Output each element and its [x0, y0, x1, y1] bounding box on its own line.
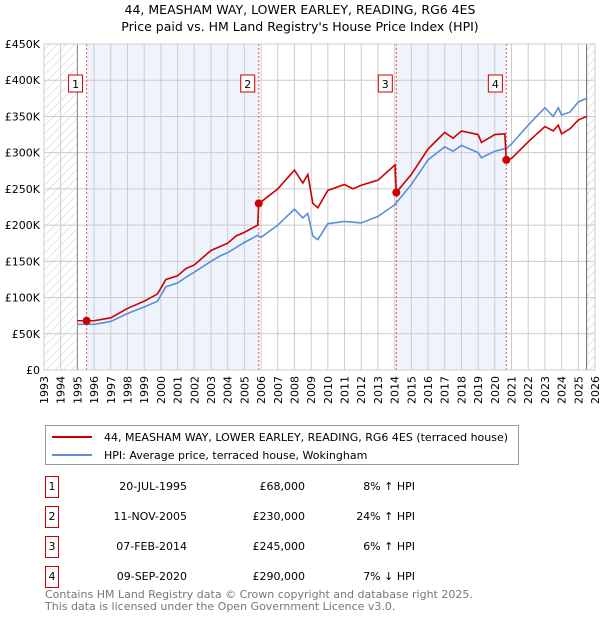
y-tick-label: £300K: [5, 147, 41, 160]
sale-label: 2: [244, 78, 251, 91]
x-tick-label: 1995: [71, 376, 84, 404]
transaction-row: 4 09-SEP-2020 £290,000 7% ↓ HPI: [45, 566, 465, 588]
y-tick-label: £0: [26, 364, 40, 377]
legend-swatch-hpi: [52, 454, 92, 456]
transaction-marker: 3: [45, 536, 59, 558]
x-tick-label: 2022: [522, 376, 535, 404]
x-tick-label: 1997: [105, 376, 118, 404]
transaction-marker: 2: [45, 506, 59, 528]
x-tick-label: 2008: [288, 376, 301, 404]
legend-swatch-property: [52, 436, 92, 438]
x-tick-label: 2013: [372, 376, 385, 404]
transaction-hpi-diff: 7% ↓ HPI: [363, 570, 415, 583]
legend-label-property: 44, MEASHAM WAY, LOWER EARLEY, READING, …: [104, 430, 509, 444]
x-tick-label: 2019: [472, 376, 485, 404]
legend-label-hpi: HPI: Average price, terraced house, Woki…: [104, 448, 368, 462]
sale-point: [254, 199, 263, 208]
y-tick-label: £50K: [12, 328, 41, 341]
x-tick-label: 2024: [556, 376, 569, 404]
x-tick-label: 2017: [439, 376, 452, 404]
y-tick-label: £350K: [5, 110, 41, 123]
legend-item-property: 44, MEASHAM WAY, LOWER EARLEY, READING, …: [52, 428, 508, 446]
price-chart: 1993 1994 1995 1996 1997 1998 1999 2000 2001 2002…: [5, 38, 600, 404]
x-tick-label: 1994: [55, 376, 68, 404]
legend-item-hpi: HPI: Average price, terraced house, Woki…: [52, 446, 508, 464]
transaction-price: £230,000: [252, 510, 306, 523]
x-tick-label: 2018: [455, 376, 468, 404]
x-tick-label: 1996: [88, 376, 101, 404]
x-tick-label: 2006: [255, 376, 268, 404]
x-tick-label: 2026: [589, 376, 600, 404]
sale-label: 3: [382, 78, 389, 91]
x-tick-label: 1999: [138, 376, 151, 404]
x-tick-label: 2001: [172, 376, 185, 404]
x-tick-label: 2011: [339, 376, 352, 404]
x-tick-label: 2021: [506, 376, 519, 404]
transaction-price: £68,000: [259, 480, 306, 493]
x-tick-label: 2016: [422, 376, 435, 404]
transaction-date: 07-FEB-2014: [116, 540, 187, 553]
x-tick-label: 2009: [305, 376, 318, 404]
sale-point: [502, 155, 511, 164]
x-tick-label: 2015: [405, 376, 418, 404]
x-tick-label: 2020: [489, 376, 502, 404]
transaction-hpi-diff: 8% ↑ HPI: [363, 480, 415, 493]
transaction-marker: 4: [45, 566, 59, 588]
transaction-price: £290,000: [252, 570, 306, 583]
transaction-row: 2 11-NOV-2005 £230,000 24% ↑ HPI: [45, 506, 465, 528]
sale-label: 4: [492, 78, 499, 91]
y-tick-label: £100K: [5, 292, 41, 305]
y-tick-label: £400K: [5, 74, 41, 87]
transaction-date: 11-NOV-2005: [113, 510, 187, 523]
x-tick-label: 2014: [389, 376, 402, 404]
x-tick-label: 2005: [238, 376, 251, 404]
ownership-shade: [396, 44, 507, 370]
sale-label-box: [377, 74, 393, 93]
no-data-hatch: [586, 44, 595, 370]
y-tick-label: £200K: [5, 219, 41, 232]
transaction-row: 3 07-FEB-2014 £245,000 6% ↑ HPI: [45, 536, 465, 558]
property-line: [77, 115, 587, 322]
transaction-price: £245,000: [252, 540, 306, 553]
legend: 44, MEASHAM WAY, LOWER EARLEY, READING, …: [45, 425, 520, 465]
transaction-marker: 1: [45, 476, 59, 498]
plot-border: [43, 43, 596, 371]
x-tick-label: 2003: [205, 376, 218, 404]
x-tick-label: 2025: [572, 376, 585, 404]
transaction-hpi-diff: 24% ↑ HPI: [356, 510, 415, 523]
footer-licence: This data is licensed under the Open Gov…: [45, 600, 396, 613]
footer: Contains HM Land Registry data © Crown c…: [45, 589, 473, 613]
sale-label-box: [240, 74, 256, 93]
footer-copyright: Contains HM Land Registry data © Crown c…: [45, 588, 473, 601]
hpi-line: [77, 97, 587, 326]
x-tick-label: 2000: [155, 376, 168, 404]
y-tick-label: £250K: [5, 183, 41, 196]
transaction-hpi-diff: 6% ↑ HPI: [363, 540, 415, 553]
x-tick-label: 2023: [539, 376, 552, 404]
x-tick-label: 1998: [121, 376, 134, 404]
y-tick-label: £450K: [5, 38, 41, 51]
x-tick-label: 2010: [322, 376, 335, 404]
sale-label-box: [487, 74, 503, 93]
transaction-date: 20-JUL-1995: [119, 480, 187, 493]
sale-point: [82, 316, 91, 325]
transaction-date: 09-SEP-2020: [116, 570, 187, 583]
chart-title: 44, MEASHAM WAY, LOWER EARLEY, READING, …: [124, 2, 476, 17]
x-tick-label: 2007: [272, 376, 285, 404]
y-tick-label: £150K: [5, 255, 41, 268]
x-tick-label: 2012: [355, 376, 368, 404]
transaction-row: 1 20-JUL-1995 £68,000 8% ↑ HPI: [45, 476, 465, 498]
chart-subtitle: Price paid vs. HM Land Registry's House …: [121, 19, 479, 34]
x-tick-label: 1993: [38, 376, 51, 404]
x-tick-label: 2002: [188, 376, 201, 404]
sale-point: [392, 188, 401, 197]
sale-label: 1: [72, 78, 79, 91]
x-tick-label: 2004: [222, 376, 235, 404]
sale-label-box: [68, 74, 84, 93]
